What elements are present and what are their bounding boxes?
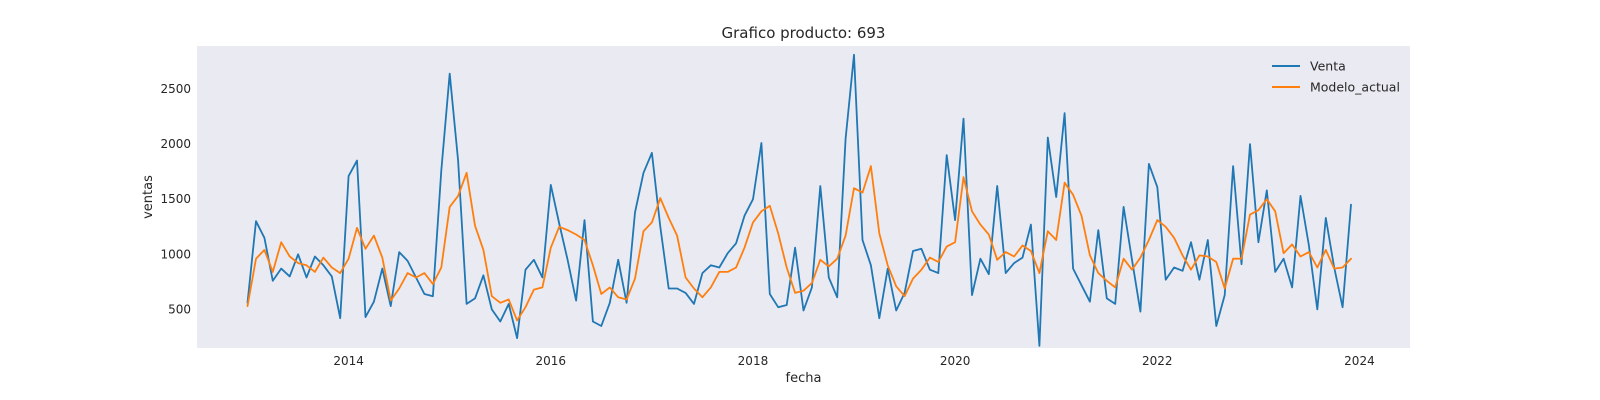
legend-label-modelo-actual: Modelo_actual <box>1310 80 1400 95</box>
plot-area-background <box>197 46 1410 348</box>
x-tick-label: 2022 <box>1142 354 1173 368</box>
y-tick-label: 2000 <box>160 137 191 151</box>
x-tick-label: 2018 <box>738 354 769 368</box>
series-line-venta <box>246 53 1352 347</box>
legend-label-venta: Venta <box>1310 59 1346 74</box>
chart-title: Grafico producto: 693 <box>722 24 886 42</box>
x-axis-ticks: 2014 2016 2018 2020 2022 2024 <box>333 354 1374 368</box>
y-tick-label: 500 <box>168 302 191 316</box>
y-axis-label: ventas <box>141 175 156 219</box>
y-tick-label: 2500 <box>160 82 191 96</box>
x-tick-label: 2024 <box>1344 354 1375 368</box>
x-tick-label: 2016 <box>536 354 567 368</box>
y-tick-label: 1000 <box>160 247 191 261</box>
x-tick-label: 2014 <box>333 354 364 368</box>
x-axis-label: fecha <box>786 371 822 386</box>
series-lines <box>246 53 1352 347</box>
y-tick-label: 1500 <box>160 192 191 206</box>
series-line-modelo-actual <box>246 165 1352 322</box>
x-tick-label: 2020 <box>940 354 971 368</box>
legend: Venta Modelo_actual <box>1272 59 1400 95</box>
y-axis-ticks: 500 1000 1500 2000 2500 <box>160 82 191 316</box>
